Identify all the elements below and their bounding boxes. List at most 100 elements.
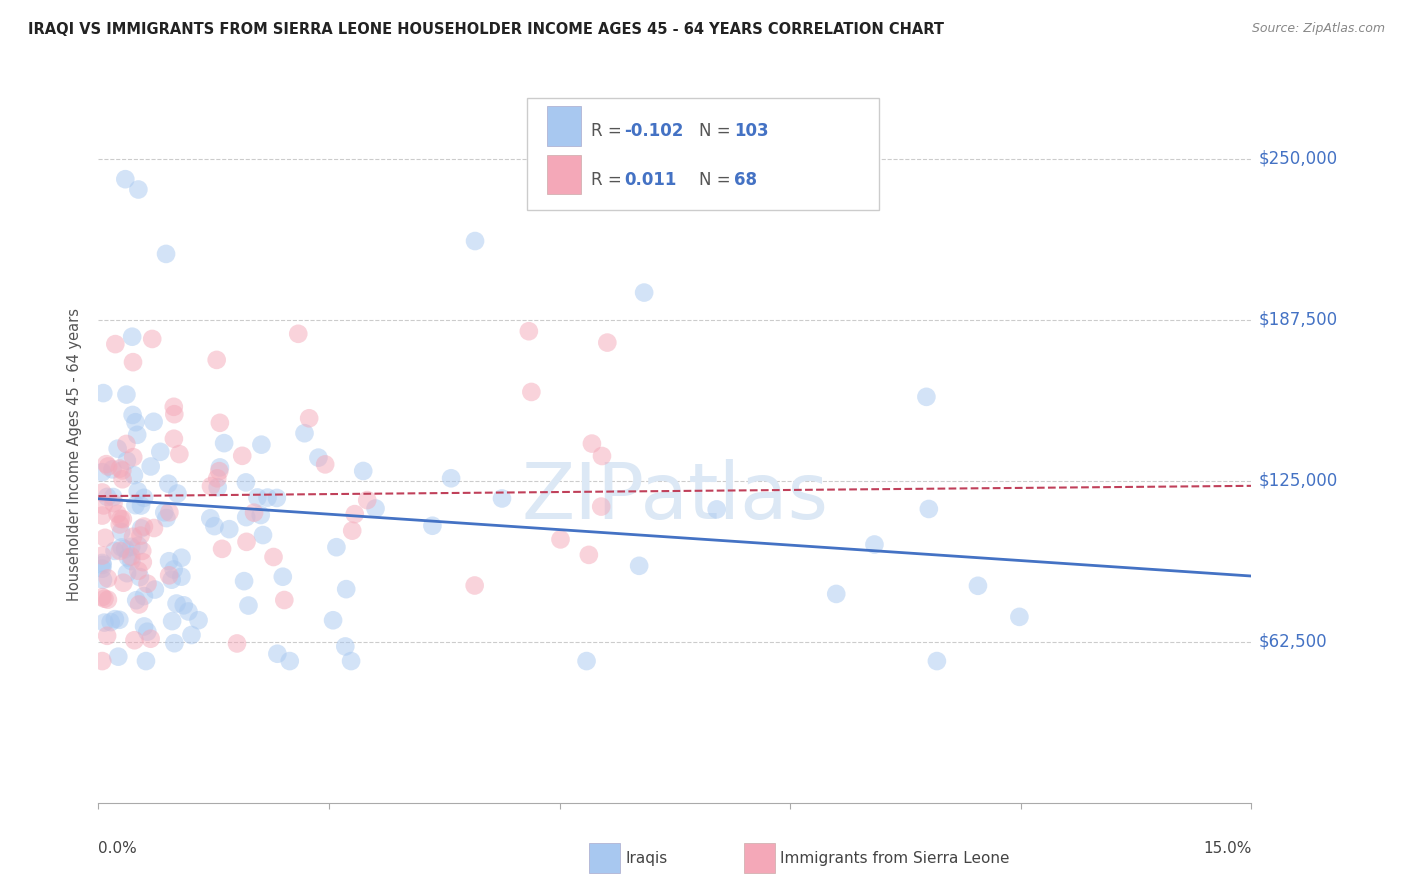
Point xyxy=(273,593,295,607)
Point xyxy=(129,521,152,535)
Point xyxy=(256,491,278,505)
Point xyxy=(132,555,155,569)
Point xyxy=(124,498,146,512)
Point xyxy=(132,619,155,633)
Point xyxy=(249,508,271,522)
Point xyxy=(918,502,941,516)
Point xyxy=(520,384,543,399)
Point xyxy=(246,491,269,505)
Point xyxy=(153,505,176,519)
Point xyxy=(250,438,273,452)
Text: Iraqis: Iraqis xyxy=(626,851,668,865)
Point xyxy=(233,574,256,589)
Point xyxy=(91,508,114,523)
Text: 68: 68 xyxy=(734,170,756,188)
Point xyxy=(120,549,142,564)
Text: $250,000: $250,000 xyxy=(1258,150,1337,168)
Point xyxy=(122,530,145,544)
Point xyxy=(135,654,157,668)
Point xyxy=(112,575,135,590)
Text: IRAQI VS IMMIGRANTS FROM SIERRA LEONE HOUSEHOLDER INCOME AGES 45 - 64 YEARS CORR: IRAQI VS IMMIGRANTS FROM SIERRA LEONE HO… xyxy=(28,22,943,37)
Point xyxy=(121,408,143,422)
Point xyxy=(115,566,138,581)
Point xyxy=(211,541,233,556)
Point xyxy=(110,541,132,555)
Point xyxy=(93,615,115,630)
Text: $125,000: $125,000 xyxy=(1258,472,1337,490)
Point xyxy=(218,522,240,536)
Point xyxy=(226,636,249,650)
Point xyxy=(266,491,288,505)
Point xyxy=(94,531,117,545)
Point xyxy=(132,519,155,533)
Point xyxy=(440,471,463,485)
Point xyxy=(356,493,378,508)
Point xyxy=(91,549,114,563)
Point xyxy=(207,480,229,494)
Point xyxy=(129,570,152,584)
Point xyxy=(550,533,572,547)
Point xyxy=(97,571,120,585)
Point xyxy=(187,613,209,627)
Point xyxy=(132,491,155,505)
Point xyxy=(149,445,172,459)
Point xyxy=(235,510,257,524)
Point xyxy=(322,613,344,627)
Point xyxy=(235,475,257,490)
Point xyxy=(335,640,357,654)
Point xyxy=(314,458,336,472)
Point xyxy=(124,415,146,429)
Point xyxy=(107,649,129,664)
Y-axis label: Householder Income Ages 45 - 64 years: Householder Income Ages 45 - 64 years xyxy=(67,309,83,601)
Point xyxy=(157,505,180,519)
Point xyxy=(143,521,166,535)
Point xyxy=(207,471,229,485)
Point xyxy=(157,476,180,491)
Point xyxy=(160,573,183,587)
Text: Immigrants from Sierra Leone: Immigrants from Sierra Leone xyxy=(780,851,1010,865)
Point xyxy=(142,415,165,429)
Point xyxy=(298,411,321,425)
Point xyxy=(97,459,120,474)
Point xyxy=(131,544,153,558)
Point xyxy=(117,550,139,565)
Point xyxy=(271,570,294,584)
Text: -0.102: -0.102 xyxy=(624,122,683,140)
Point xyxy=(464,234,486,248)
Point xyxy=(163,432,186,446)
Point xyxy=(129,528,152,542)
Point xyxy=(163,562,186,576)
Point xyxy=(517,324,540,338)
Point xyxy=(127,427,149,442)
Point xyxy=(915,390,938,404)
Point xyxy=(132,589,155,603)
Point xyxy=(96,457,118,471)
Point xyxy=(101,462,124,476)
Point xyxy=(139,632,162,646)
Point xyxy=(110,524,132,539)
Point xyxy=(825,587,848,601)
Point xyxy=(91,590,114,604)
Point xyxy=(91,556,114,570)
Point xyxy=(91,573,114,587)
Point xyxy=(120,554,142,568)
Point xyxy=(93,499,115,513)
Point xyxy=(212,436,235,450)
Point xyxy=(180,628,202,642)
Point xyxy=(294,426,316,441)
Point xyxy=(591,500,613,514)
Point xyxy=(166,486,188,500)
Point xyxy=(108,517,131,532)
Point xyxy=(115,437,138,451)
Point xyxy=(155,247,177,261)
Point xyxy=(238,599,260,613)
Point xyxy=(96,490,118,504)
Point xyxy=(163,636,186,650)
Point xyxy=(91,562,114,576)
Point xyxy=(141,332,163,346)
Point xyxy=(91,485,114,500)
Point xyxy=(263,549,285,564)
Point xyxy=(205,352,228,367)
Point xyxy=(100,615,122,629)
Point xyxy=(139,459,162,474)
